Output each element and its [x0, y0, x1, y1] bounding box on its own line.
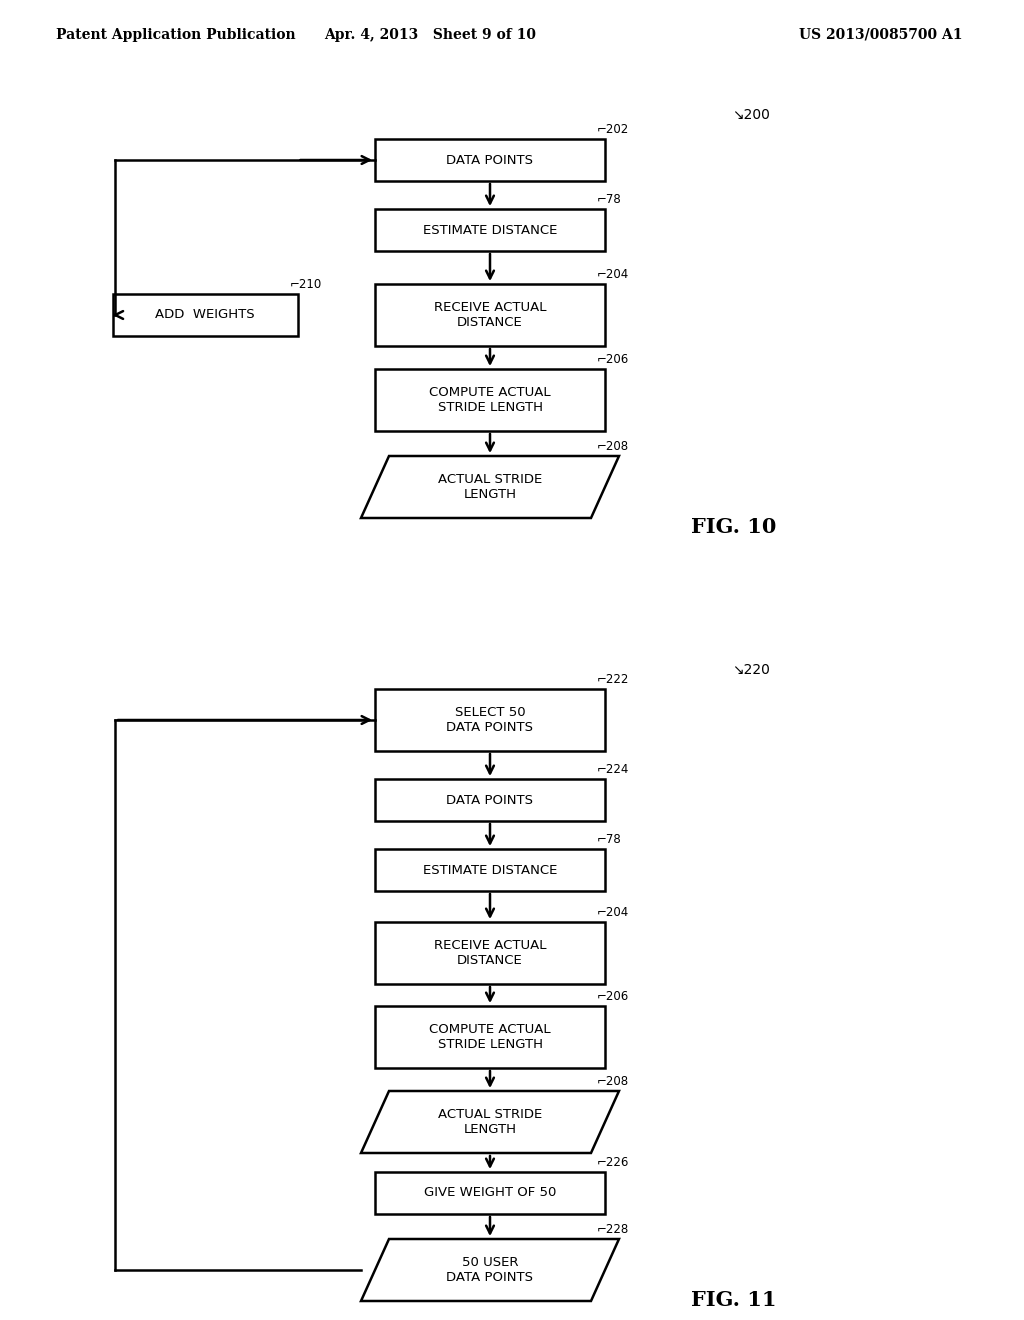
Text: ADD  WEIGHTS: ADD WEIGHTS [156, 309, 255, 322]
Text: ⌐202: ⌐202 [597, 123, 630, 136]
Text: FIG. 10: FIG. 10 [691, 517, 776, 537]
Text: ⌐204: ⌐204 [597, 268, 630, 281]
Polygon shape [361, 455, 618, 517]
Text: DATA POINTS: DATA POINTS [446, 793, 534, 807]
Text: ⌐210: ⌐210 [290, 279, 322, 290]
Text: RECEIVE ACTUAL
DISTANCE: RECEIVE ACTUAL DISTANCE [434, 939, 546, 968]
Bar [113, 294, 298, 337]
Text: ⌐206: ⌐206 [597, 990, 630, 1003]
Polygon shape [361, 1239, 618, 1302]
Bar [375, 779, 605, 821]
Text: ⌐78: ⌐78 [597, 193, 622, 206]
Text: COMPUTE ACTUAL
STRIDE LENGTH: COMPUTE ACTUAL STRIDE LENGTH [429, 385, 551, 414]
Text: ACTUAL STRIDE
LENGTH: ACTUAL STRIDE LENGTH [438, 473, 542, 502]
Text: ⌐78: ⌐78 [597, 833, 622, 846]
Bar [375, 1006, 605, 1068]
Bar [375, 370, 605, 432]
Text: ACTUAL STRIDE
LENGTH: ACTUAL STRIDE LENGTH [438, 1107, 542, 1137]
Text: ESTIMATE DISTANCE: ESTIMATE DISTANCE [423, 223, 557, 236]
Bar [375, 209, 605, 251]
Text: Patent Application Publication: Patent Application Publication [56, 28, 296, 42]
Text: ⌐222: ⌐222 [597, 673, 630, 686]
Bar [375, 689, 605, 751]
Text: ↘200: ↘200 [732, 108, 770, 121]
Text: ESTIMATE DISTANCE: ESTIMATE DISTANCE [423, 863, 557, 876]
Text: ⌐204: ⌐204 [597, 906, 630, 919]
Text: ⌐224: ⌐224 [597, 763, 630, 776]
Text: ⌐208: ⌐208 [597, 440, 629, 453]
Polygon shape [361, 1092, 618, 1152]
Text: ⌐206: ⌐206 [597, 352, 630, 366]
Text: Apr. 4, 2013   Sheet 9 of 10: Apr. 4, 2013 Sheet 9 of 10 [324, 28, 537, 42]
Text: GIVE WEIGHT OF 50: GIVE WEIGHT OF 50 [424, 1187, 556, 1200]
Bar [375, 1172, 605, 1214]
Text: ↘220: ↘220 [732, 663, 770, 677]
Bar [375, 139, 605, 181]
Text: ⌐228: ⌐228 [597, 1224, 630, 1236]
Text: FIG. 11: FIG. 11 [691, 1290, 776, 1309]
Bar [375, 849, 605, 891]
Bar [375, 921, 605, 983]
Text: ⌐208: ⌐208 [597, 1074, 629, 1088]
Text: 50 USER
DATA POINTS: 50 USER DATA POINTS [446, 1257, 534, 1284]
Text: COMPUTE ACTUAL
STRIDE LENGTH: COMPUTE ACTUAL STRIDE LENGTH [429, 1023, 551, 1051]
Text: DATA POINTS: DATA POINTS [446, 153, 534, 166]
Text: ⌐226: ⌐226 [597, 1156, 630, 1170]
Text: SELECT 50
DATA POINTS: SELECT 50 DATA POINTS [446, 706, 534, 734]
Text: RECEIVE ACTUAL
DISTANCE: RECEIVE ACTUAL DISTANCE [434, 301, 546, 329]
Text: US 2013/0085700 A1: US 2013/0085700 A1 [799, 28, 963, 42]
Bar [375, 284, 605, 346]
